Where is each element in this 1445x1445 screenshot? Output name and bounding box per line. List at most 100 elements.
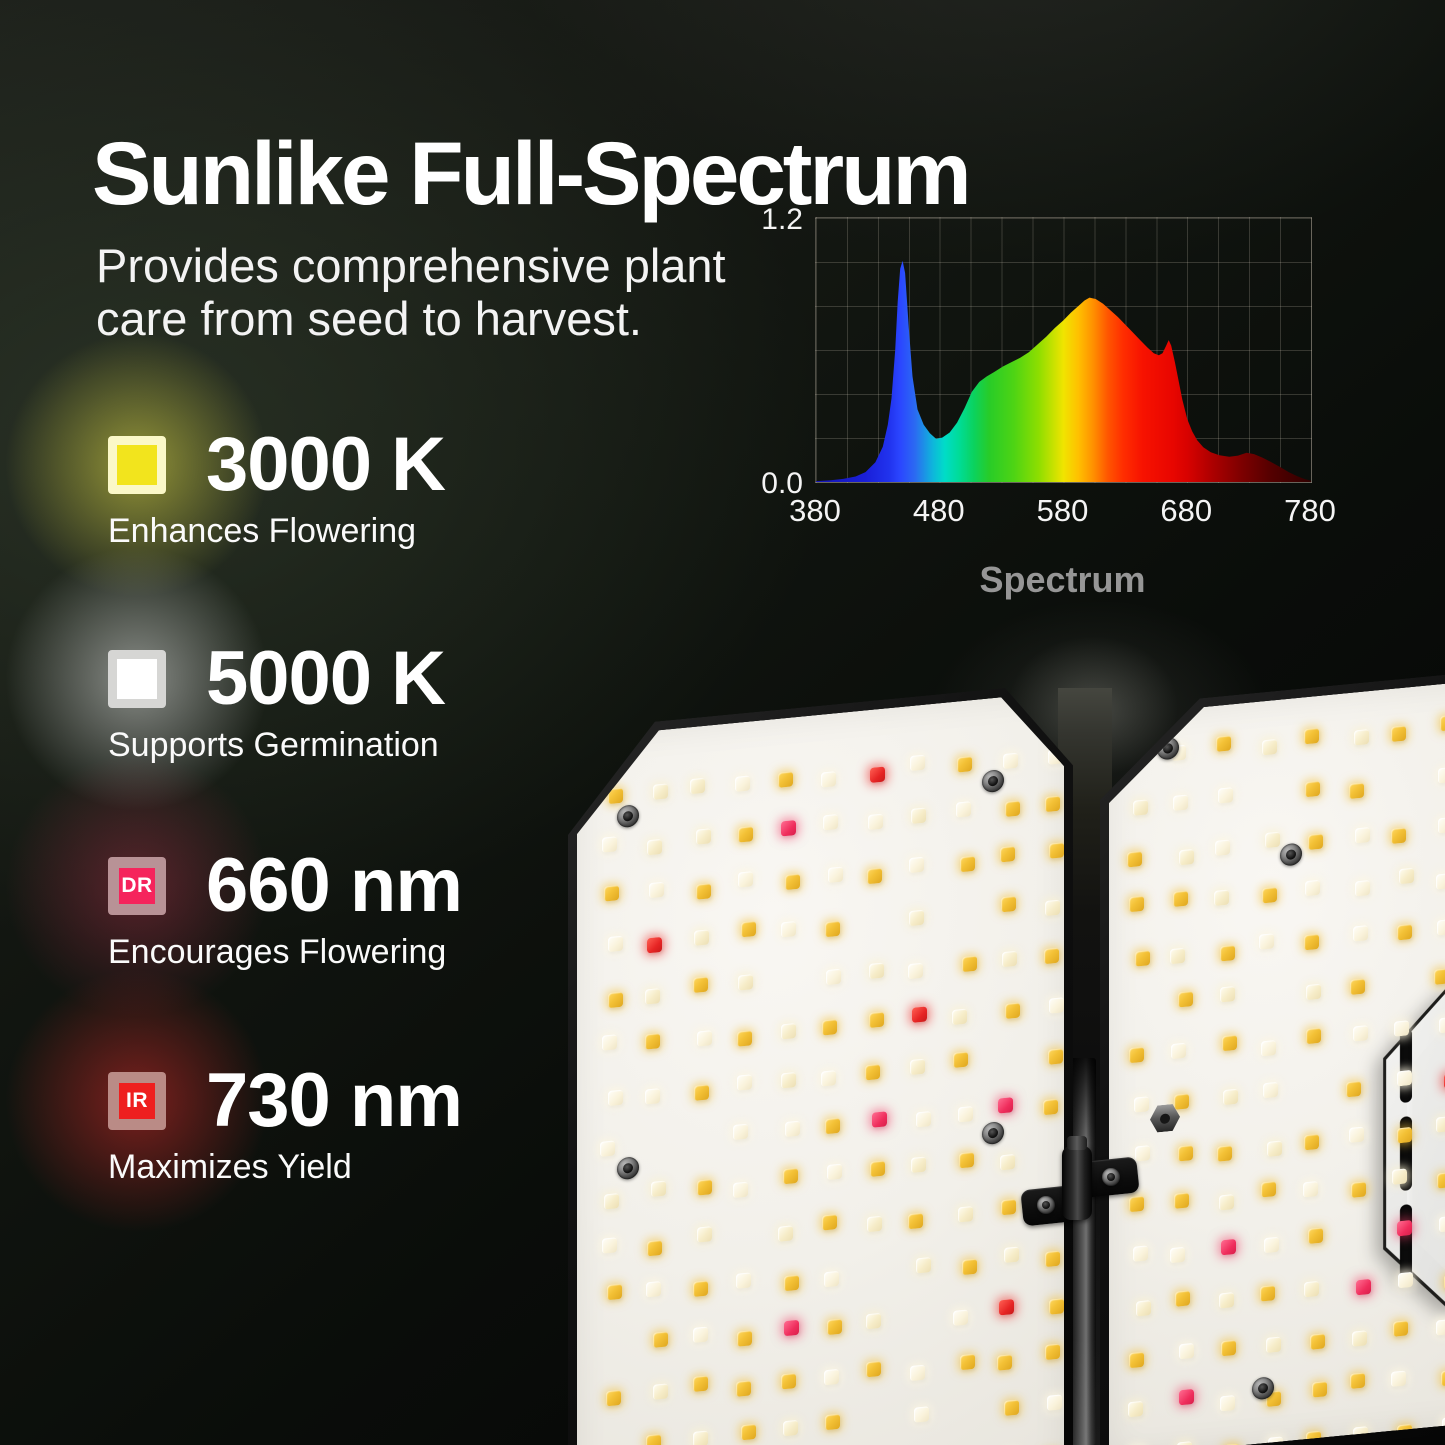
led — [693, 1327, 708, 1343]
led — [916, 1257, 931, 1273]
led — [646, 1434, 661, 1445]
led — [1391, 827, 1406, 843]
led — [1220, 986, 1235, 1002]
swatch-badge-dr: DR — [121, 874, 153, 897]
led — [783, 1420, 798, 1436]
led — [824, 1369, 839, 1385]
led — [869, 1012, 884, 1028]
led — [866, 1313, 881, 1329]
led — [910, 755, 925, 771]
led — [911, 808, 926, 824]
led — [1306, 1028, 1321, 1044]
led — [823, 814, 838, 830]
led — [1179, 1389, 1194, 1405]
vent-slot — [1400, 1028, 1412, 1103]
subtitle-line-2: care from seed to harvest. — [96, 292, 642, 345]
led — [999, 1299, 1014, 1315]
led — [958, 1206, 973, 1222]
led — [604, 1193, 619, 1209]
led — [959, 1151, 974, 1167]
led — [1260, 1285, 1275, 1301]
led — [607, 1284, 622, 1300]
led — [1262, 739, 1277, 755]
led — [1174, 1094, 1189, 1110]
led — [1005, 801, 1020, 817]
led — [1397, 924, 1412, 940]
led — [693, 1376, 708, 1392]
led — [1217, 1145, 1232, 1161]
led — [1263, 1081, 1278, 1097]
led — [825, 1414, 840, 1430]
feature-description: Supports Germination — [108, 726, 439, 764]
swatch-3000k-icon — [108, 436, 166, 494]
led — [908, 1213, 923, 1229]
led — [1218, 788, 1233, 804]
led — [602, 1237, 617, 1253]
led — [870, 767, 885, 783]
feature-value: 5000 K — [206, 636, 446, 721]
led — [1005, 1002, 1020, 1018]
led — [608, 991, 623, 1007]
hinge-barrel — [1062, 1146, 1092, 1220]
led — [737, 1330, 752, 1346]
led — [1303, 1180, 1318, 1196]
led — [1304, 934, 1319, 950]
led — [866, 1361, 881, 1377]
led — [693, 1430, 708, 1445]
led — [1436, 873, 1445, 889]
led — [1355, 880, 1370, 896]
led — [872, 1111, 887, 1127]
led — [821, 1070, 836, 1086]
led — [1221, 1340, 1236, 1356]
led — [781, 820, 796, 836]
led — [870, 1160, 885, 1176]
led — [1437, 1172, 1445, 1188]
led — [785, 874, 800, 890]
led — [1397, 1220, 1412, 1236]
led — [1219, 1292, 1234, 1308]
led — [997, 1354, 1012, 1370]
led — [1261, 1181, 1276, 1197]
led — [827, 1164, 842, 1180]
x-tick-label: 580 — [1036, 493, 1089, 528]
led — [1351, 1182, 1366, 1198]
x-tick-label: 680 — [1160, 493, 1213, 528]
led — [1349, 782, 1364, 798]
led — [1001, 896, 1016, 912]
led — [1004, 1399, 1019, 1415]
panel-screw — [617, 804, 639, 828]
led — [694, 1084, 709, 1100]
panel-screw — [617, 1156, 639, 1180]
led — [1434, 968, 1445, 984]
led — [1346, 1081, 1361, 1097]
led — [645, 1033, 660, 1049]
led — [1128, 1401, 1143, 1417]
led — [784, 1320, 799, 1336]
led — [867, 1216, 882, 1232]
led — [1216, 735, 1231, 751]
led — [696, 883, 711, 899]
led — [1047, 1395, 1062, 1411]
led — [1045, 1343, 1060, 1359]
led — [1399, 868, 1414, 884]
led — [1173, 890, 1188, 906]
led — [1352, 1331, 1367, 1347]
led — [1129, 1352, 1144, 1368]
led — [909, 909, 924, 925]
led — [1129, 896, 1144, 912]
led — [1261, 1040, 1276, 1056]
led — [953, 1051, 968, 1067]
led — [1304, 1134, 1319, 1150]
led — [778, 1225, 793, 1241]
led — [781, 1072, 796, 1088]
subtitle-line-1: Provides comprehensive plant — [96, 239, 726, 292]
led — [1214, 890, 1229, 906]
vent-slot — [1400, 1204, 1412, 1279]
led — [1133, 799, 1148, 815]
led — [1439, 1216, 1445, 1232]
led — [1170, 1246, 1185, 1262]
led — [916, 1111, 931, 1127]
led — [822, 1019, 837, 1035]
led — [653, 1383, 668, 1399]
